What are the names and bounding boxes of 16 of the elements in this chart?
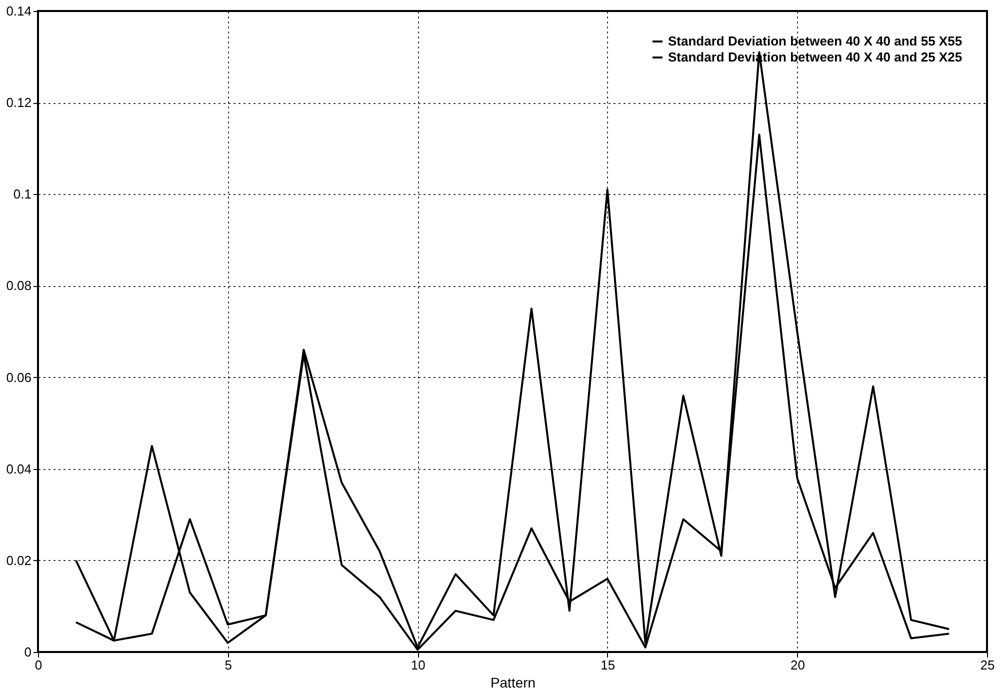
y-tick-label: 0.14 [6, 4, 32, 18]
y-tick-label: 0.04 [6, 461, 32, 476]
x-tick-label: 0 [34, 658, 42, 672]
x-tick-label: 25 [980, 658, 995, 672]
y-tick-label: 0.12 [6, 95, 32, 110]
x-axis-title: Pattern [490, 674, 536, 690]
y-tick-label: 0.02 [6, 552, 32, 568]
y-tick-label: 0.06 [6, 370, 32, 385]
x-tick-label: 10 [410, 658, 426, 672]
y-tick-label: 0 [24, 644, 32, 660]
x-tick-label: 5 [224, 658, 232, 672]
legend-label: Standard Deviation between 40 X 40 and 55 X55 [668, 34, 962, 48]
x-tick-label: 20 [790, 658, 805, 672]
y-tick-label: 0.1 [13, 186, 32, 202]
y-tick-label: 0.08 [6, 278, 32, 294]
x-tick-label: 15 [600, 658, 616, 672]
